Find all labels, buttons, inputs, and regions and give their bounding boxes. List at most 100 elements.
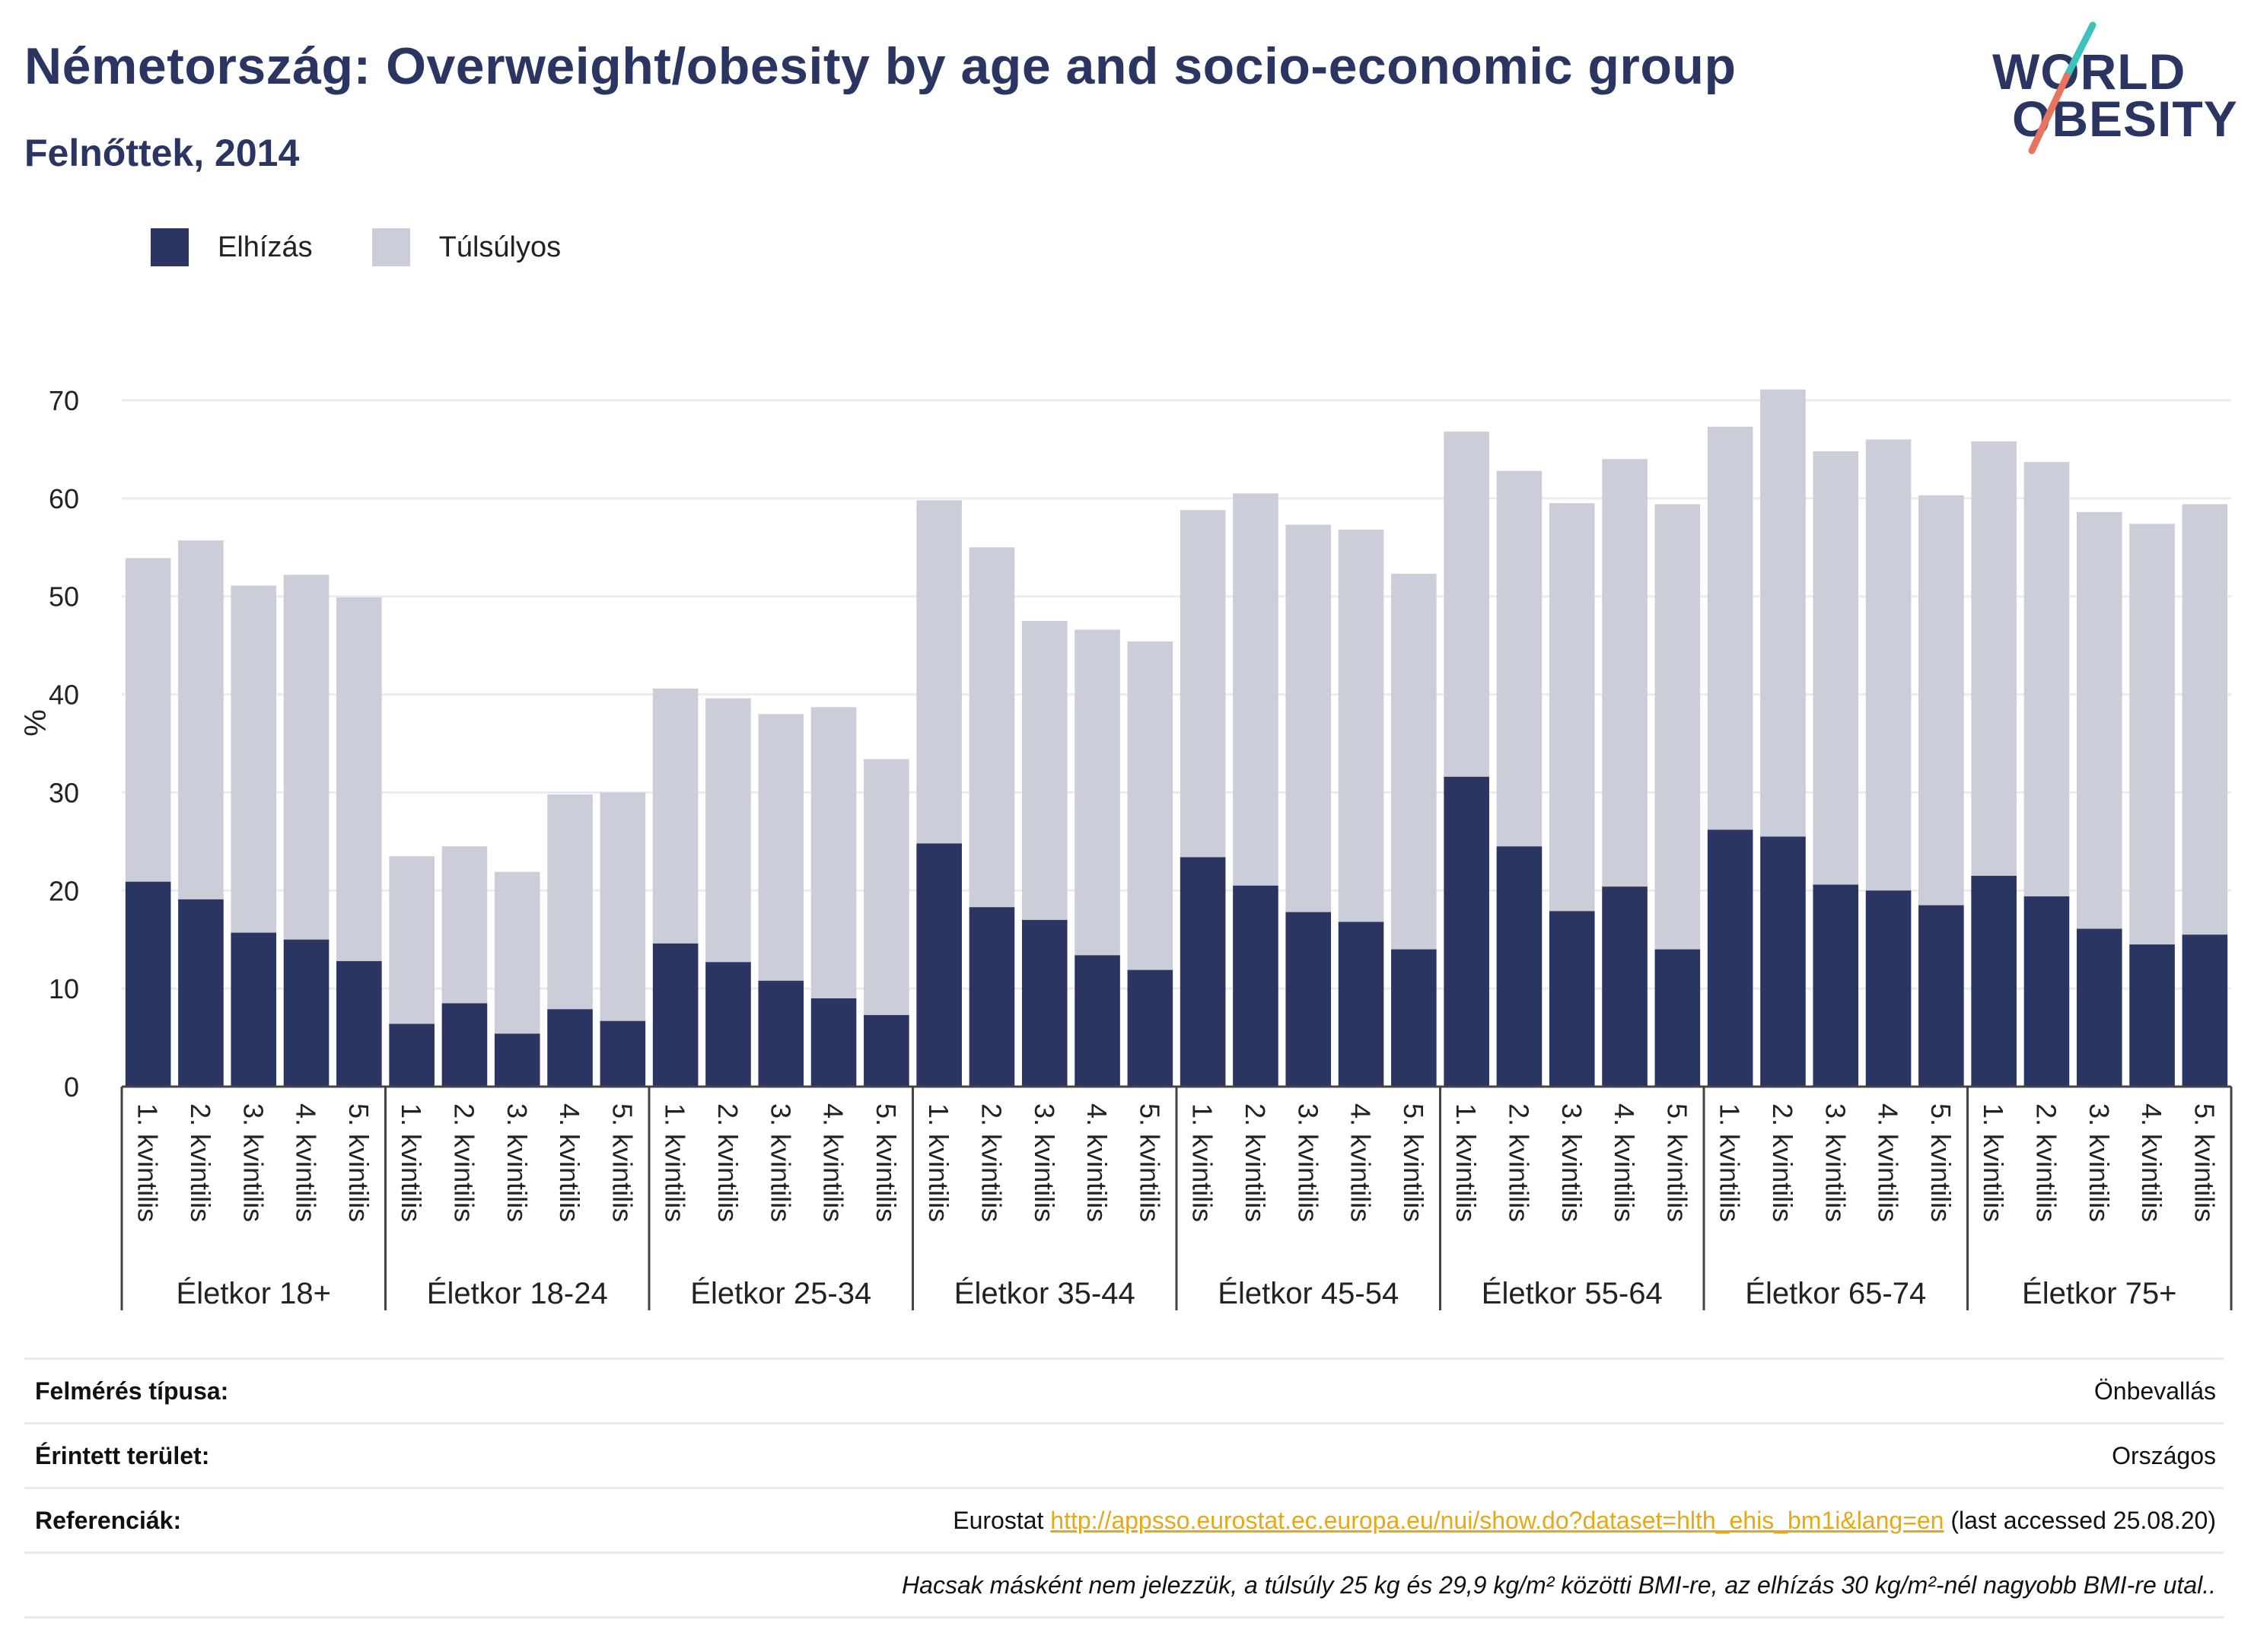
bar-overweight	[1549, 503, 1595, 912]
bar-obesity	[1075, 955, 1120, 1087]
bar-obesity	[2076, 928, 2122, 1087]
bar-overweight	[1338, 530, 1384, 922]
bar-overweight	[1654, 504, 1701, 950]
bar-overweight	[1391, 574, 1437, 950]
x-tick-label: 3. kvintilis	[1820, 1103, 1851, 1222]
x-tick-label: 1. kvintilis	[1715, 1103, 1746, 1222]
bar-obesity	[1918, 905, 1964, 1087]
bar-obesity	[1233, 885, 1278, 1087]
bar-overweight	[1602, 459, 1648, 887]
x-tick-label: 4. kvintilis	[818, 1103, 849, 1222]
bar-obesity	[600, 1020, 646, 1087]
bar-overweight	[1865, 439, 1912, 891]
x-tick-label: 1. kvintilis	[132, 1103, 164, 1222]
group-label: Életkor 55-64	[1482, 1276, 1663, 1310]
logo-line-1: WORLD	[1992, 43, 2186, 100]
bar-obesity	[178, 899, 224, 1087]
bar-obesity	[336, 961, 382, 1087]
legend-item-overweight: Túlsúlyos	[371, 228, 562, 266]
logo-slash-icon	[2028, 21, 2097, 154]
bar-overweight	[1707, 426, 1753, 830]
bar-overweight	[1075, 629, 1120, 956]
y-axis-label: %	[19, 709, 53, 737]
chart-legend: Elhízás Túlsúlyos	[151, 227, 620, 268]
reference-suffix: (last accessed 25.08.20)	[1944, 1506, 2216, 1534]
x-tick-label: 5. kvintilis	[1398, 1103, 1429, 1222]
bar-obesity	[1444, 776, 1489, 1087]
bar-obesity	[2182, 934, 2228, 1087]
stacked-bar-chart: 0 10 20 30 40 50 60 70% 1. kvintilis 2. kvintilis…	[19, 385, 2233, 1310]
bar-overweight	[810, 707, 857, 999]
bar-obesity	[705, 962, 751, 1087]
bar-obesity	[1285, 912, 1332, 1087]
bar-overweight	[231, 585, 277, 933]
bar-obesity	[1338, 921, 1384, 1087]
bar-obesity	[1654, 949, 1701, 1087]
bar-overweight	[1285, 524, 1332, 912]
x-tick-label: 2. kvintilis	[976, 1103, 1007, 1222]
bar-obesity	[1865, 890, 1912, 1087]
legend-swatch-obesity	[151, 228, 189, 266]
bar-obesity	[916, 843, 962, 1087]
x-tick-label: 2. kvintilis	[448, 1103, 479, 1222]
references-label: Referenciák:	[35, 1506, 182, 1534]
group-label: Életkor 45-54	[1218, 1276, 1399, 1310]
x-tick-label: 5. kvintilis	[1661, 1103, 1692, 1222]
x-tick-label: 5. kvintilis	[2189, 1103, 2220, 1222]
bar-overweight	[389, 856, 435, 1024]
group-label: Életkor 65-74	[1745, 1276, 1926, 1310]
bar-overweight	[178, 540, 224, 899]
bar-obesity	[1496, 846, 1543, 1087]
bar-overweight	[969, 547, 1015, 908]
info-row-references: Referenciák: Eurostat http://appsso.euro…	[24, 1489, 2224, 1554]
info-row-area: Érintett terület: Országos	[24, 1424, 2224, 1489]
y-tick-label: 70	[49, 385, 79, 416]
x-tick-label: 2. kvintilis	[1767, 1103, 1798, 1222]
x-tick-label: 3. kvintilis	[501, 1103, 533, 1222]
definition-note: Hacsak másként nem jelezzük, a túlsúly 2…	[902, 1571, 2216, 1599]
x-tick-label: 1. kvintilis	[660, 1103, 691, 1222]
x-tick-label: 1. kvintilis	[1187, 1103, 1218, 1222]
x-tick-label: 3. kvintilis	[765, 1103, 796, 1222]
bar-overweight	[125, 558, 171, 882]
area-label: Érintett terület:	[35, 1441, 210, 1469]
bar-obesity	[864, 1014, 909, 1087]
x-tick-label: 4. kvintilis	[1873, 1103, 1904, 1222]
group-label: Életkor 25-34	[690, 1276, 871, 1310]
y-tick-label: 30	[49, 777, 79, 808]
reference-link[interactable]: http://appsso.eurostat.ec.europa.eu/nui/…	[1050, 1506, 1944, 1534]
x-tick-label: 4. kvintilis	[1609, 1103, 1640, 1222]
world-obesity-logo: WORLD OBESITY	[1979, 21, 2237, 166]
bar-obesity	[231, 932, 277, 1087]
area-value: Országos	[2112, 1441, 2216, 1469]
bar-overweight	[1760, 389, 1806, 837]
chart-subtitle: Felnőttek, 2014	[24, 132, 300, 174]
group-label: Életkor 18-24	[427, 1276, 608, 1310]
bar-overweight	[2129, 524, 2175, 945]
group-label: Életkor 18+	[177, 1276, 331, 1310]
x-tick-label: 5. kvintilis	[607, 1103, 638, 1222]
x-tick-label: 5. kvintilis	[871, 1103, 902, 1222]
y-tick-label: 50	[49, 581, 79, 613]
bar-obesity	[1180, 857, 1226, 1087]
legend-swatch-overweight	[371, 228, 410, 266]
bar-overweight	[916, 500, 962, 844]
bar-obesity	[1707, 829, 1753, 1087]
x-tick-label: 4. kvintilis	[2136, 1103, 2167, 1222]
info-row-note: Hacsak másként nem jelezzük, a túlsúly 2…	[24, 1554, 2224, 1619]
legend-item-obesity: Elhízás	[151, 228, 313, 266]
bar-overweight	[1971, 441, 2017, 876]
chart-title: Németország: Overweight/obesity by age a…	[24, 37, 1737, 95]
bar-overweight	[1180, 510, 1226, 858]
bar-overweight	[283, 575, 330, 940]
bar-obesity	[2129, 944, 2175, 1087]
bar-obesity	[125, 881, 171, 1087]
bar-obesity	[1391, 949, 1437, 1087]
bar-overweight	[864, 759, 909, 1015]
legend-label-overweight: Túlsúlyos	[438, 231, 562, 263]
bar-obesity	[389, 1023, 435, 1087]
x-tick-label: 3. kvintilis	[237, 1103, 269, 1222]
x-tick-label: 3. kvintilis	[2084, 1103, 2115, 1222]
bar-overweight	[494, 871, 540, 1034]
x-tick-label: 5. kvintilis	[343, 1103, 374, 1222]
